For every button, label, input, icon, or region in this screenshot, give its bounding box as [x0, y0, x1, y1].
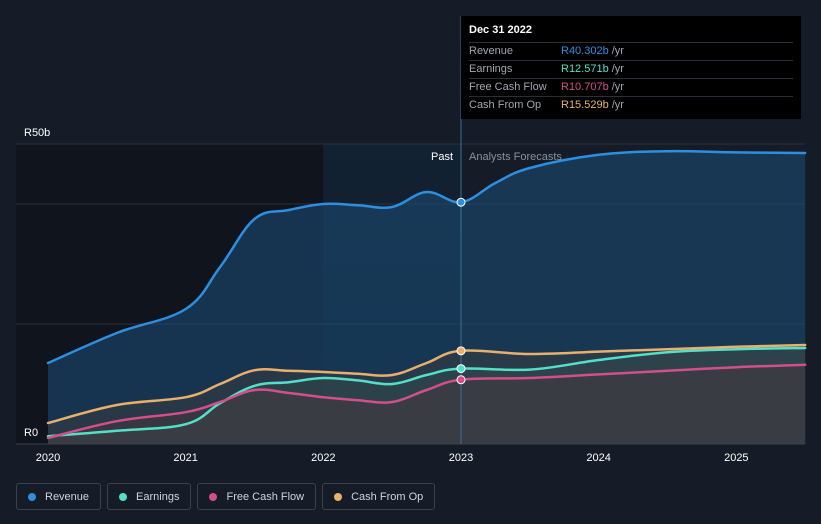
tooltip-value: R10.707b: [561, 81, 609, 93]
cash-from-op-marker: [456, 346, 466, 356]
series-areas: [48, 151, 806, 444]
forecast-label: Analysts Forecasts: [469, 151, 562, 163]
legend-dot-icon: [209, 492, 218, 501]
y-tick-label: R0: [24, 427, 38, 439]
tooltip-row-revenue: Revenue R40.302b /yr: [469, 42, 793, 60]
legend-label: Free Cash Flow: [226, 490, 305, 503]
tooltip-value: R15.529b: [561, 99, 609, 111]
legend-label: Revenue: [45, 490, 90, 503]
free-cash-flow-marker: [456, 375, 466, 385]
tooltip-label: Cash From Op: [469, 99, 542, 111]
legend-label: Earnings: [136, 490, 180, 503]
tooltip-unit: /yr: [611, 45, 624, 57]
x-tick-label: 2024: [586, 452, 610, 464]
tooltip-label: Earnings: [469, 63, 513, 75]
tooltip-unit: /yr: [611, 81, 624, 93]
earnings-area: [48, 348, 806, 444]
x-tick-label: 2020: [36, 452, 60, 464]
legend-dot-icon: [334, 492, 343, 501]
earnings-line: [46, 346, 807, 438]
tooltip-value: R12.571b: [561, 63, 609, 75]
revenue-marker: [456, 197, 466, 207]
legend-label: Cash From Op: [351, 490, 424, 503]
free-cash-flow-area: [48, 364, 806, 444]
legend-item-cash-from-op[interactable]: Cash From Op: [322, 483, 436, 510]
tooltip-value: R40.302b: [561, 45, 609, 57]
tooltip-unit: /yr: [611, 63, 624, 75]
legend-dot-icon: [28, 492, 36, 501]
tooltip-date: Dec 31 2022: [469, 24, 532, 36]
revenue-line: [46, 149, 807, 365]
cash-from-op-area: [48, 345, 806, 444]
tooltip-row-earnings: Earnings R12.571b /yr: [469, 60, 793, 78]
tooltip-label: Free Cash Flow: [469, 81, 547, 93]
legend-item-free-cash-flow[interactable]: Free Cash Flow: [197, 483, 317, 510]
series-markers: [456, 197, 466, 385]
x-tick-label: 2023: [449, 452, 473, 464]
axes: R50b R0 2020 2021 2022 2023 2024 2025: [24, 127, 749, 464]
y-tick-label: R50b: [24, 127, 50, 139]
tooltip-row-free-cash-flow: Free Cash Flow R10.707b /yr: [469, 78, 793, 96]
earnings-marker: [456, 364, 466, 374]
cash-from-op-line: [46, 343, 807, 425]
revenue-area: [48, 151, 806, 444]
tooltip-unit: /yr: [611, 99, 624, 111]
tooltip: Dec 31 2022 Revenue R40.302b /yr Earning…: [461, 16, 801, 119]
legend: Revenue Earnings Free Cash Flow Cash Fro…: [16, 483, 436, 510]
tooltip-row-cash-from-op: Cash From Op R15.529b /yr: [469, 96, 793, 114]
past-label: Past: [431, 151, 453, 163]
x-tick-label: 2025: [724, 452, 748, 464]
tooltip-rows: Revenue R40.302b /yr Earnings R12.571b /…: [469, 42, 793, 114]
legend-item-earnings[interactable]: Earnings: [107, 483, 192, 510]
series-lines: [46, 149, 807, 440]
x-tick-label: 2021: [173, 452, 197, 464]
x-tick-label: 2022: [311, 452, 335, 464]
free-cash-flow-line: [46, 363, 807, 440]
legend-item-revenue[interactable]: Revenue: [16, 483, 102, 510]
tooltip-label: Revenue: [469, 45, 514, 57]
legend-dot-icon: [119, 492, 128, 501]
